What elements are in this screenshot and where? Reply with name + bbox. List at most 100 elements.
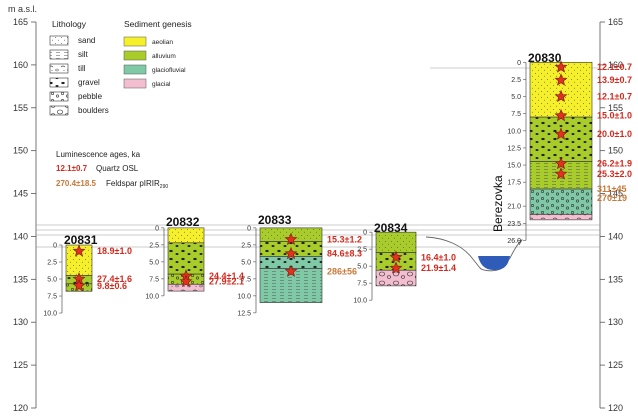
age-sample-star xyxy=(554,60,568,73)
depth-tick-label: 7.5 xyxy=(241,276,251,283)
depth-tick-label: 10.0 xyxy=(507,128,521,135)
depth-tick-label: 5.0 xyxy=(149,259,159,266)
section-20834: 20834 0 2.5 5.0 7.5 10.0 16.4±1.021.9±1.4 xyxy=(353,221,456,305)
depth-tick-label: 17.5 xyxy=(507,180,521,187)
axis-tick-label: 135 xyxy=(608,274,623,284)
axis-tick-label: 125 xyxy=(13,360,28,370)
depth-tick-label: 2.5 xyxy=(47,260,57,267)
depth-tick-label: 12.5 xyxy=(237,310,251,317)
section-id-label: 20833 xyxy=(258,213,292,227)
layer-pattern-gravel xyxy=(168,242,204,275)
axis-tick-label: 150 xyxy=(608,146,623,156)
section-20833: 20833 0 2.5 5.0 7.5 10.0 12.5 15.3±1.2 84.6±8.3 2… xyxy=(237,213,362,317)
age-sample-star xyxy=(72,244,86,257)
elevation-axis-right: 120 125 130 135 140 145 150 155 160 165 xyxy=(599,17,623,413)
depth-tick-label: 15.0 xyxy=(507,163,521,170)
age-label: 26.2±1.9 xyxy=(597,159,632,169)
depth-tick-label: 2.5 xyxy=(357,247,367,254)
elevation-axis-left: m a.s.l. 120 125 130 135 140 145 150 155 160 165 xyxy=(8,4,37,413)
legend-label-sand: sand xyxy=(78,36,95,45)
legend-swatch-pebble xyxy=(49,91,69,102)
age-sample-star xyxy=(554,108,568,122)
legend-label-boulders: boulders xyxy=(78,106,109,115)
depth-tick-label: 7.5 xyxy=(47,294,57,301)
age-sample-star xyxy=(554,89,568,103)
legend-label-silt: silt xyxy=(78,50,89,59)
age-sample-star xyxy=(554,167,568,180)
age-sample-star xyxy=(284,246,298,260)
depth-tick-label: 26.0 xyxy=(507,238,521,245)
depth-tick-label: 5.0 xyxy=(511,94,521,101)
legend-label-aeolian: aeolian xyxy=(152,39,173,46)
age-label: 9.8±0.6 xyxy=(97,281,127,291)
layer-pattern-boulders xyxy=(376,270,416,286)
axis-tick-label: 145 xyxy=(608,189,623,199)
depth-tick-label: 0 xyxy=(53,243,57,250)
legend-age-quartz-label: Quartz OSL xyxy=(96,164,139,173)
layer-pattern-pebble xyxy=(530,189,592,215)
section-id-label: 20834 xyxy=(374,221,408,235)
layer-pattern-gravel xyxy=(260,256,322,269)
legend-ages-title: Luminescence ages, ka xyxy=(56,150,141,159)
axis-unit-label: m a.s.l. xyxy=(8,4,37,14)
depth-tick-label: 5.0 xyxy=(47,277,57,284)
legend-swatch-gravel xyxy=(49,77,69,88)
layer-pattern-sand xyxy=(376,232,416,253)
age-label: 12.1±0.7 xyxy=(597,92,632,102)
axis-tick-label: 140 xyxy=(13,231,28,241)
legend-label-glacial: glacial xyxy=(152,81,171,88)
legend-swatch-alluvium xyxy=(123,50,147,61)
legend-age-feldspar-value: 270.4±18.5 xyxy=(56,179,97,188)
depth-tick-label: 5.0 xyxy=(357,264,367,271)
depth-tick-label: 7.5 xyxy=(357,281,367,288)
age-sample-star xyxy=(284,232,298,245)
depth-tick-label: 0 xyxy=(247,225,251,232)
axis-tick-label: 165 xyxy=(608,17,623,27)
axis-tick-label: 125 xyxy=(608,360,623,370)
axis-tick-label: 150 xyxy=(13,146,28,156)
depth-tick-label: 7.5 xyxy=(511,111,521,118)
section-id-label: 20830 xyxy=(528,51,562,65)
axis-tick-label: 155 xyxy=(608,103,623,113)
legend-label-alluvium: alluvium xyxy=(152,53,176,60)
depth-tick-label: 0 xyxy=(517,60,521,67)
axis-tick-label: 160 xyxy=(13,60,28,70)
age-label: 24.4±1.4 xyxy=(209,271,244,281)
depth-tick-label: 7.5 xyxy=(149,276,159,283)
depth-tick-label: 0 xyxy=(363,230,367,237)
axis-tick-label: 120 xyxy=(608,403,623,413)
legend-swatch-silt xyxy=(49,49,69,60)
axis-tick-label: 145 xyxy=(13,189,28,199)
age-label: 84.6±8.3 xyxy=(327,249,362,259)
age-sample-star xyxy=(284,264,298,277)
depth-tick-label: 10.0 xyxy=(145,293,159,300)
depth-tick-label: 23.5 xyxy=(507,221,521,228)
depth-tick-label: 21.0 xyxy=(507,204,521,211)
legend-swatch-sand xyxy=(49,35,69,46)
axis-tick-label: 165 xyxy=(13,17,28,27)
age-sample-star xyxy=(179,274,193,288)
legend-label-glaciofluvial: glaciofluvial xyxy=(152,67,186,74)
legend-label-pebble: pebble xyxy=(78,92,103,101)
legend-label-gravel: gravel xyxy=(78,78,100,87)
age-label: 25.3±2.0 xyxy=(597,169,632,179)
depth-tick-label: 5.0 xyxy=(241,259,251,266)
legend: Lithology sand silt till gravel pebble boulde… xyxy=(49,19,192,190)
depth-tick-label: 10.0 xyxy=(353,298,367,305)
depth-tick-label: 2.5 xyxy=(241,242,251,249)
age-sample-star xyxy=(389,250,403,263)
layer-pattern-sand xyxy=(530,62,592,118)
age-sample-star xyxy=(72,278,86,292)
layer-pattern-gravel xyxy=(530,117,592,162)
axis-tick-label: 140 xyxy=(608,231,623,241)
layer-pattern-till xyxy=(168,284,204,292)
legend-lithology-title: Lithology xyxy=(52,19,87,29)
section-20830: 20830 0 2.5 5.0 7.5 10.0 12.5 15.0 17.5 21.0 23.5 2… xyxy=(507,51,632,245)
age-sample-star xyxy=(554,127,568,140)
age-label: 27.9±2.1 xyxy=(209,277,244,287)
age-label: 270±19 xyxy=(597,193,627,203)
legend-swatch-aeolian xyxy=(123,36,147,47)
river-water xyxy=(478,256,510,270)
depth-tick-label: 2.5 xyxy=(511,77,521,84)
